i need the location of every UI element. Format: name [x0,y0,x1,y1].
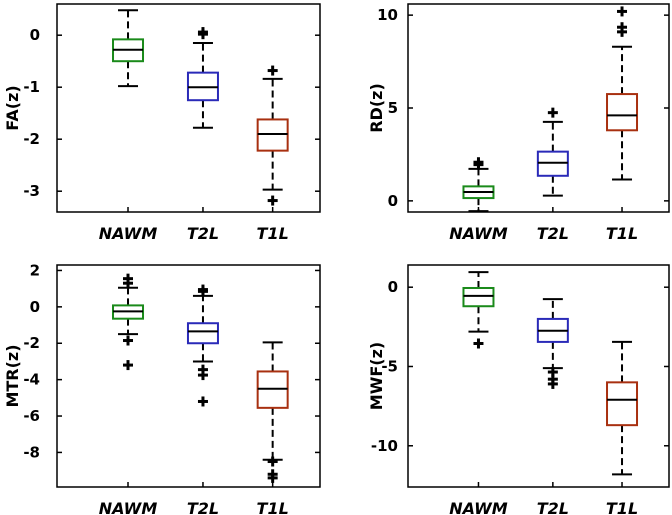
outlier-marker [617,6,628,17]
iqr-box [606,381,639,427]
y-tick-label: 0 [30,298,40,316]
y-tick-label: -10 [371,437,398,455]
y-tick-label: 5 [388,99,398,117]
iqr-box [256,118,289,152]
box-t2l [536,298,569,389]
box-nawm [462,271,495,349]
x-tick-label-t1l: T1L [606,224,638,243]
box-t2l [186,284,219,407]
y-axis-label: FA(z) [3,85,22,130]
x-tick-label-nawm: NAWM [449,499,508,515]
y-axis-label: MWF(z) [367,342,386,410]
chart-panel-mwfz: 0 -5 -10 MWF(z) NAWM T2L T1L [367,264,670,515]
iqr-box [462,286,495,308]
outlier-marker [547,378,558,389]
y-tick-label: 0 [388,278,398,296]
y-tick-label: -8 [23,443,40,461]
box-nawm [112,9,145,88]
y-axis-label: RD(z) [367,83,386,133]
x-tick-label-t2l: T2L [537,499,569,515]
outlier-marker [197,370,208,381]
x-tick-label-t1l: T1L [606,499,638,515]
box-t1l [606,6,639,181]
box-t1l [256,65,289,206]
y-tick-label: -1 [23,78,40,96]
y-tick-label: -5 [381,357,398,375]
y-tick-label: 2 [30,261,40,279]
x-tick-label-t1l: T1L [257,224,289,243]
plot-frame [56,264,321,488]
outlier-marker [267,456,278,467]
x-tick-label-nawm: NAWM [449,224,508,243]
outlier-marker [473,338,484,349]
box-t1l [256,341,289,483]
x-tick-label-t2l: T2L [187,224,219,243]
y-tick-label: -6 [23,407,40,425]
chart-panel-faz: 0 -1 -2 -3 FA(z) NAWM T2L T1L [3,3,321,243]
y-tick-label: -3 [23,182,40,200]
y-tick-label: -4 [23,371,40,389]
y-axis-label: MTR(z) [3,344,22,407]
outlier-marker [267,195,278,206]
chart-panel-rdz: 10 5 0 RD(z) NAWM T2L T1L [367,3,670,243]
y-tick-label: 0 [388,192,398,210]
outlier-marker [473,157,484,168]
x-tick-label-t2l: T2L [537,224,569,243]
outlier-marker [197,284,208,295]
y-tick-label: 10 [377,6,398,24]
y-tick-label: -2 [23,130,40,148]
iqr-box [186,322,219,345]
box-nawm [112,273,145,371]
plot-frame [407,3,670,213]
outlier-marker [197,27,208,38]
iqr-box [606,93,639,132]
outlier-marker [267,65,278,76]
chart-panel-mtrz: 2 0 -2 -4 -6 -8 MTR(z) NAWM T2L T1L [3,261,321,515]
x-tick-label-t1l: T1L [257,499,289,515]
box-t1l [606,340,639,476]
plot-frame [56,3,321,213]
y-tick-label: -2 [23,334,40,352]
x-tick-label-nawm: NAWM [99,499,158,515]
x-tick-label-nawm: NAWM [99,224,158,243]
outlier-marker [267,472,278,483]
box-nawm [462,157,495,213]
outlier-marker [617,22,628,33]
box-t2l [536,107,569,197]
x-tick-label-t2l: T2L [187,499,219,515]
plot-frame [407,264,670,488]
outlier-marker [123,335,134,346]
outlier-marker [547,107,558,118]
outlier-marker [123,360,134,371]
outlier-marker [123,273,134,284]
y-tick-label: 0 [30,26,40,44]
outlier-marker [197,396,208,407]
box-t2l [186,27,219,129]
